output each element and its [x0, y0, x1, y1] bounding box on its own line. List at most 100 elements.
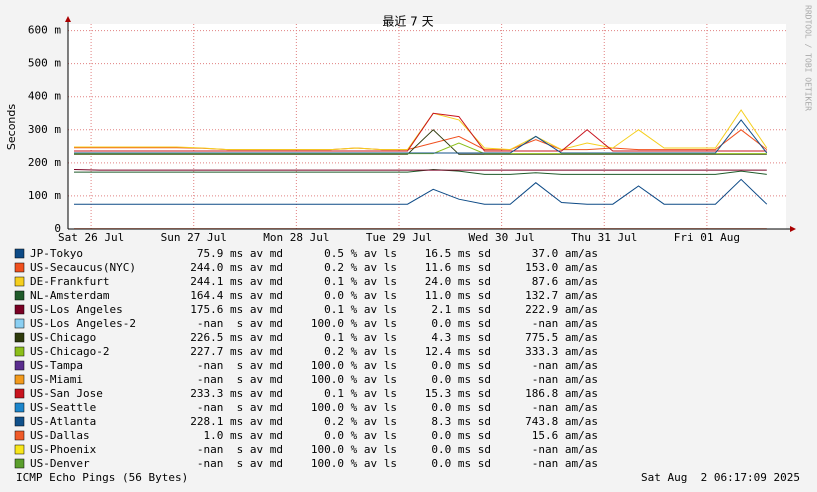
x-tick-label: Fri 01 Aug	[674, 231, 740, 244]
legend-stat: 0.1 % av ls	[324, 303, 397, 316]
legend-stat: -nan am/as	[532, 317, 598, 330]
legend-stat: -nan s av md	[197, 317, 283, 330]
legend-label: DE-Frankfurt	[30, 275, 109, 288]
legend-stat: 100.0 % av ls	[311, 457, 397, 470]
legend-stat: 16.5 ms sd	[425, 247, 491, 260]
legend-label: US-Chicago	[30, 331, 96, 344]
legend-stat: 87.6 am/as	[532, 275, 598, 288]
legend-stat: 0.0 ms sd	[431, 359, 491, 372]
legend-stat: -nan s av md	[197, 443, 283, 456]
y-tick-label: 100 m	[28, 189, 61, 202]
legend-swatch	[14, 248, 25, 259]
x-tick-label: Sat 26 Jul	[58, 231, 124, 244]
legend-stat: 153.0 am/as	[525, 261, 598, 274]
legend-swatch	[14, 430, 25, 441]
legend-stat: 0.0 ms sd	[431, 457, 491, 470]
legend-swatch	[14, 262, 25, 273]
legend-swatch	[14, 346, 25, 357]
legend-stat: 100.0 % av ls	[311, 443, 397, 456]
legend-stat: 2.1 ms sd	[431, 303, 491, 316]
legend-stat: 186.8 am/as	[525, 387, 598, 400]
legend-stat: 233.3 ms av md	[190, 387, 283, 400]
legend-stat: 132.7 am/as	[525, 289, 598, 302]
y-tick-label: 400 m	[28, 90, 61, 103]
legend-stat: 11.6 ms sd	[425, 261, 491, 274]
legend-stat: 0.0 ms sd	[431, 443, 491, 456]
legend-stat: 100.0 % av ls	[311, 317, 397, 330]
legend-stat: 226.5 ms av md	[190, 331, 283, 344]
legend-label: US-Dallas	[30, 429, 90, 442]
legend-label: US-Los Angeles-2	[30, 317, 136, 330]
legend-stat: 100.0 % av ls	[311, 359, 397, 372]
legend-label: NL-Amsterdam	[30, 289, 110, 302]
y-arrow	[65, 16, 71, 22]
legend-stat: -nan am/as	[532, 457, 598, 470]
legend-swatch	[14, 388, 25, 399]
legend-stat: 0.0 % av ls	[324, 429, 397, 442]
legend-label: US-Tampa	[30, 359, 83, 372]
legend-stat: 1.0 ms av md	[204, 429, 283, 442]
legend-stat: 0.0 ms sd	[431, 317, 491, 330]
legend-stat: 0.2 % av ls	[324, 415, 397, 428]
legend-label: US-San Jose	[30, 387, 103, 400]
legend-stat: 0.1 % av ls	[324, 275, 397, 288]
legend-swatch	[14, 402, 25, 413]
legend-stat: 222.9 am/as	[525, 303, 598, 316]
y-tick-label: 300 m	[28, 123, 61, 136]
legend-swatch	[14, 360, 25, 371]
legend-stat: 743.8 am/as	[525, 415, 598, 428]
legend-stat: 0.0 ms sd	[431, 373, 491, 386]
series-line	[74, 112, 767, 152]
legend-stat: 100.0 % av ls	[311, 401, 397, 414]
legend-stat: -nan s av md	[197, 457, 283, 470]
legend-label: US-Denver	[30, 457, 90, 470]
legend: JP-Tokyo 75.9 ms av md 0.5 % av ls 16.5 ms …	[14, 247, 598, 470]
legend-stat: 0.0 % av ls	[324, 289, 397, 302]
legend-stat: -nan s av md	[197, 373, 283, 386]
legend-swatch	[14, 304, 25, 315]
y-tick-label: 0	[54, 222, 61, 235]
series-line	[74, 129, 767, 155]
legend-stat: 8.3 ms sd	[431, 415, 491, 428]
legend-stat: 244.1 ms av md	[190, 275, 283, 288]
series-line	[74, 178, 768, 205]
legend-label: US-Seattle	[30, 401, 96, 414]
y-axis-label: Seconds	[5, 104, 18, 150]
legend-stat: -nan am/as	[532, 373, 598, 386]
footer: ICMP Echo Pings (56 Bytes)	[16, 471, 188, 484]
legend-stat: 75.9 ms av md	[197, 247, 283, 260]
legend-swatch	[14, 318, 25, 329]
legend-stat: 37.0 am/as	[532, 247, 598, 260]
legend-stat: 0.1 % av ls	[324, 387, 397, 400]
plot-area	[68, 24, 786, 229]
legend-stat: 0.2 % av ls	[324, 345, 397, 358]
x-tick-label: Mon 28 Jul	[263, 231, 329, 244]
legend-stat: -nan s av md	[197, 359, 283, 372]
y-tick-label: 500 m	[28, 57, 61, 70]
legend-label: JP-Tokyo	[30, 247, 83, 260]
legend-stat: 12.4 ms sd	[425, 345, 491, 358]
legend-stat: 228.1 ms av md	[190, 415, 283, 428]
y-tick-label: 200 m	[28, 156, 61, 169]
legend-stat: 4.3 ms sd	[431, 331, 491, 344]
legend-stat: 175.6 ms av md	[190, 303, 283, 316]
legend-swatch	[14, 276, 25, 287]
legend-stat: 24.0 ms sd	[425, 275, 491, 288]
legend-stat: 15.3 ms sd	[425, 387, 491, 400]
legend-stat: -nan am/as	[532, 359, 598, 372]
legend-stat: -nan am/as	[532, 401, 598, 414]
x-tick-label: Thu 31 Jul	[571, 231, 637, 244]
series-line	[74, 168, 767, 175]
legend-swatch	[14, 458, 25, 469]
legend-stat: 15.6 am/as	[532, 429, 598, 442]
legend-stat: 0.0 ms sd	[431, 429, 491, 442]
legend-label: US-Secaucus(NYC)	[30, 261, 136, 274]
y-tick-label: 600 m	[28, 24, 61, 37]
grid	[68, 24, 786, 230]
legend-stat: 11.0 ms sd	[425, 289, 491, 302]
legend-stat: -nan am/as	[532, 443, 598, 456]
legend-stat: 164.4 ms av md	[190, 289, 283, 302]
series-line	[74, 142, 767, 155]
legend-stat: 244.0 ms av md	[190, 261, 283, 274]
legend-stat: 0.1 % av ls	[324, 331, 397, 344]
